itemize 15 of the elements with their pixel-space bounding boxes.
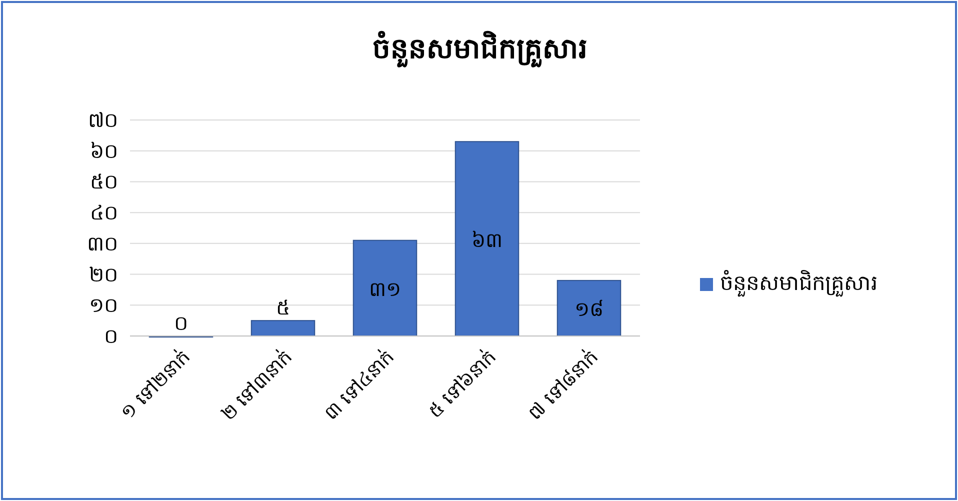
data-label: ៣១	[369, 277, 401, 302]
y-tick-label: ៣០	[87, 231, 118, 256]
y-tick-label: ៥០	[90, 170, 118, 194]
data-label: ១៨	[574, 297, 604, 322]
data-label: ៦៣	[472, 228, 502, 252]
y-tick-label: ១០	[89, 293, 118, 318]
y-tick-label: ៦០	[90, 138, 118, 163]
data-label: ០	[174, 311, 188, 335]
legend-label: ចំនួនសមាជិកគ្រួសារ	[720, 270, 878, 297]
y-tick-label: ៤០	[90, 200, 118, 225]
y-tick-label: ២០	[89, 262, 118, 286]
y-tick-label: ៧០	[88, 108, 118, 132]
y-tick-label: ០	[104, 324, 118, 348]
chart-title: ចំនួនសមាជិកគ្រួសារ	[372, 30, 588, 68]
data-label: ៥	[276, 296, 290, 320]
